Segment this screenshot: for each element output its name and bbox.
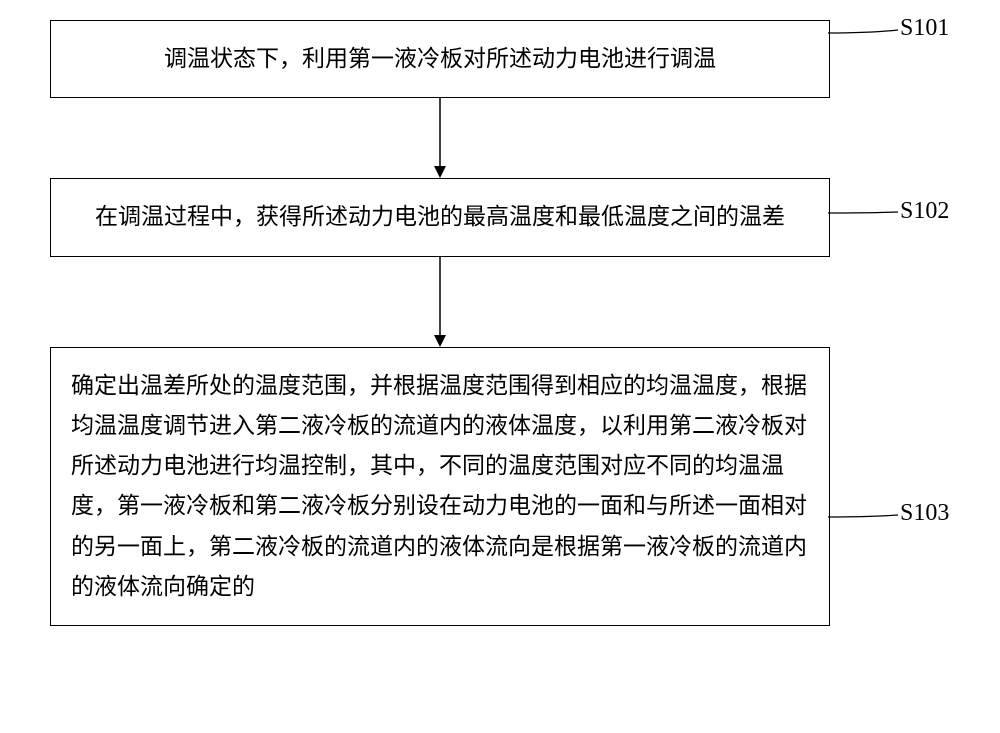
flowchart-container: 调温状态下，利用第一液冷板对所述动力电池进行调温 在调温过程中，获得所述动力电池… (50, 20, 830, 626)
flow-node-s102: 在调温过程中，获得所述动力电池的最高温度和最低温度之间的温差 (50, 178, 830, 256)
node-text: 在调温过程中，获得所述动力电池的最高温度和最低温度之间的温差 (95, 204, 785, 229)
step-label-s102: S102 (900, 198, 949, 225)
node-text: 调温状态下，利用第一液冷板对所述动力电池进行调温 (164, 46, 716, 71)
node-text: 确定出温差所处的温度范围，并根据温度范围得到相应的均温温度，根据均温温度调节进入… (71, 373, 807, 599)
step-label-s101: S101 (900, 15, 949, 42)
flow-edge (50, 98, 830, 178)
flow-edge (50, 257, 830, 347)
label-text: S101 (900, 15, 949, 41)
label-text: S103 (900, 500, 949, 526)
flow-node-s101: 调温状态下，利用第一液冷板对所述动力电池进行调温 (50, 20, 830, 98)
label-text: S102 (900, 198, 949, 224)
flow-node-s103: 确定出温差所处的温度范围，并根据温度范围得到相应的均温温度，根据均温温度调节进入… (50, 347, 830, 627)
step-label-s103: S103 (900, 500, 949, 527)
